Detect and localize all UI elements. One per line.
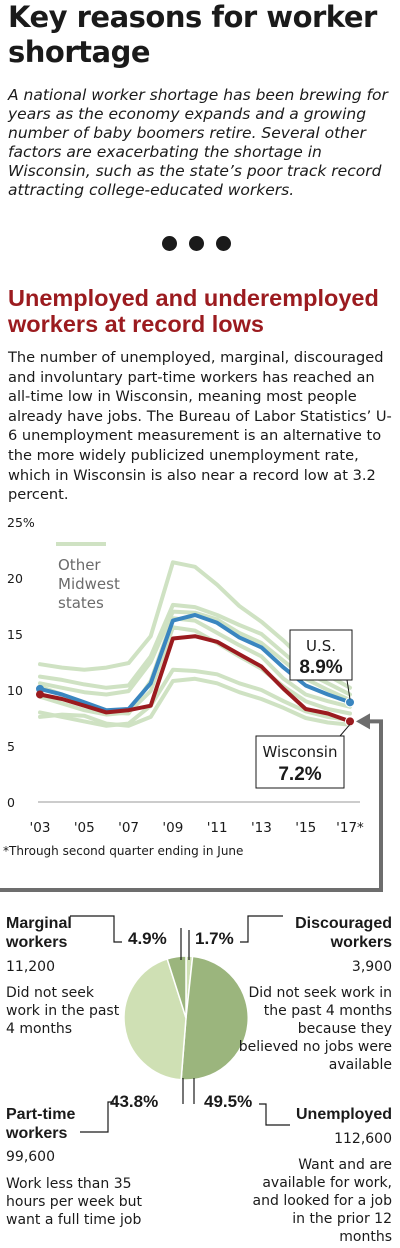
x-tick-label: '03 [30, 820, 51, 836]
wisconsin-callout-value: 7.2% [278, 764, 321, 785]
x-tick-label: '13 [251, 820, 272, 836]
y-tick-label: 25% [7, 515, 35, 530]
parttime-label: Part-time workers [6, 1106, 76, 1142]
unemployed-label: Unemployed [295, 1106, 392, 1123]
us-callout-box [289, 629, 353, 681]
intro-paragraph: A national worker shortage has been brew… [8, 86, 388, 199]
x-tick-label: '11 [207, 820, 228, 836]
us-callout-leader [346, 679, 351, 700]
section-description: The number of unemployed, marginal, disc… [8, 349, 392, 504]
y-tick-label: 15 [7, 627, 23, 642]
y-tick-label: 0 [7, 795, 15, 810]
y-tick-label: 5 [7, 739, 15, 754]
pie-slice [185, 955, 194, 1019]
us-callout-value: 8.9% [299, 657, 342, 678]
y-tick-label: 20 [7, 571, 23, 586]
x-tick-label: '09 [162, 820, 183, 836]
wisconsin-start-point [36, 690, 44, 699]
legend-label: Other [58, 556, 101, 574]
marginal-percent: 4.9% [128, 929, 167, 948]
unemployed-count: 112,600 [334, 1131, 392, 1147]
dot-icon [189, 236, 204, 251]
discouraged-leader-line [240, 915, 283, 943]
discouraged-count: 3,900 [351, 959, 392, 975]
dot-icon [162, 236, 177, 251]
wisconsin-callout-name: Wisconsin [263, 743, 338, 761]
unemployed-description: Want and are available for work, and loo… [252, 1157, 392, 1245]
chart-footnote: *Through second quarter ending in June [3, 844, 244, 858]
marginal-label: Marginal workers [6, 915, 72, 951]
x-tick-label: '05 [74, 820, 95, 836]
dot-icon [216, 236, 231, 251]
parttime-count: 99,600 [6, 1149, 55, 1165]
unemployed-percent: 49.5% [204, 1092, 253, 1111]
x-tick-label: '15 [295, 820, 316, 836]
discouraged-label: Discouraged workers [295, 915, 392, 951]
legend-label: states [58, 594, 104, 612]
separator-dots [0, 236, 400, 260]
discouraged-description: Did not seek work in the past 4 months b… [238, 985, 392, 1073]
wisconsin-series-line [39, 634, 351, 724]
marginal-count: 11,200 [6, 959, 55, 975]
y-tick-label: 10 [7, 683, 23, 698]
us-callout-name: U.S. [306, 637, 336, 655]
midwest-series-line [38, 625, 352, 717]
section-title: Unemployed and underemployed workers at … [8, 285, 379, 337]
x-tick-label: '17* [336, 820, 364, 836]
marginal-description: Did not seek work in the past 4 months [6, 985, 120, 1037]
parttime-percent: 43.8% [110, 1092, 159, 1111]
main-title: Key reasons for worker shortage [8, 0, 377, 69]
discouraged-percent: 1.7% [195, 929, 234, 948]
parttime-description: Work less than 35 hours per week but wan… [6, 1176, 143, 1228]
line-chart: 0 5 10 15 20 25% '03 '05 '07 '09 '11 '13 '15 '17* Othe… [7, 515, 364, 836]
midwest-series-line [38, 676, 352, 728]
us-start-point [36, 684, 44, 693]
pie-slice [166, 955, 187, 1019]
x-tick-label: '07 [118, 820, 139, 836]
pie-slice [123, 957, 187, 1081]
legend-label: Midwest [58, 575, 120, 593]
